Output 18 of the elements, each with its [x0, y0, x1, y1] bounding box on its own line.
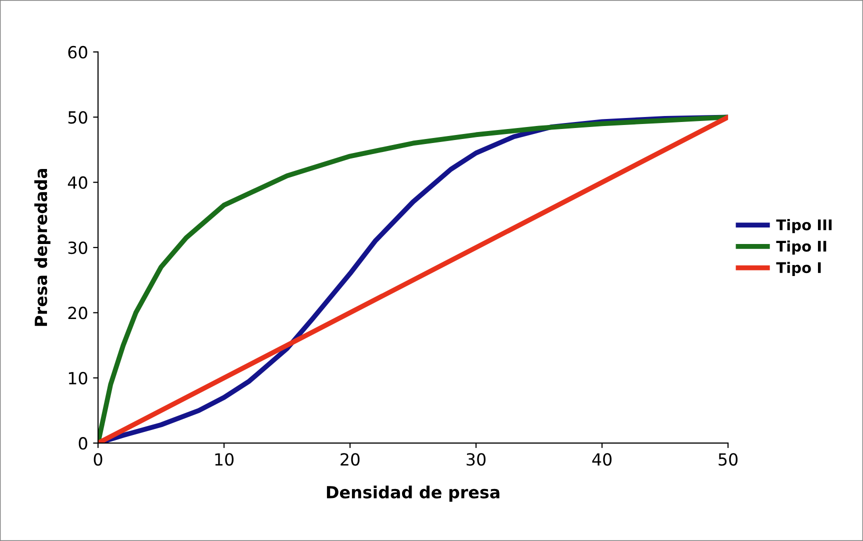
- y-tick-label: 40: [68, 176, 88, 189]
- x-tick-label: 50: [718, 453, 738, 466]
- y-tick-label: 10: [68, 372, 88, 384]
- x-tick-label: 40: [592, 453, 612, 466]
- x-tick-label: 30: [466, 453, 486, 466]
- x-tick-label: 0: [94, 453, 102, 466]
- x-tick-label: 20: [340, 453, 360, 466]
- y-tick-label: 20: [68, 306, 88, 320]
- y-tick-label: 50: [68, 111, 88, 124]
- legend-label: Tipo III: [776, 219, 832, 234]
- x-axis-title: Densidad de presa: [326, 486, 500, 502]
- y-tick-label: 60: [68, 46, 88, 59]
- legend-label: Tipo I: [776, 262, 821, 276]
- y-tick-label: 30: [68, 241, 88, 254]
- x-tick-label: 10: [215, 453, 234, 466]
- y-tick-label: 0: [78, 437, 88, 450]
- y-axis-title: Presa depredada: [34, 168, 50, 326]
- legend-label: Tipo II: [776, 240, 826, 255]
